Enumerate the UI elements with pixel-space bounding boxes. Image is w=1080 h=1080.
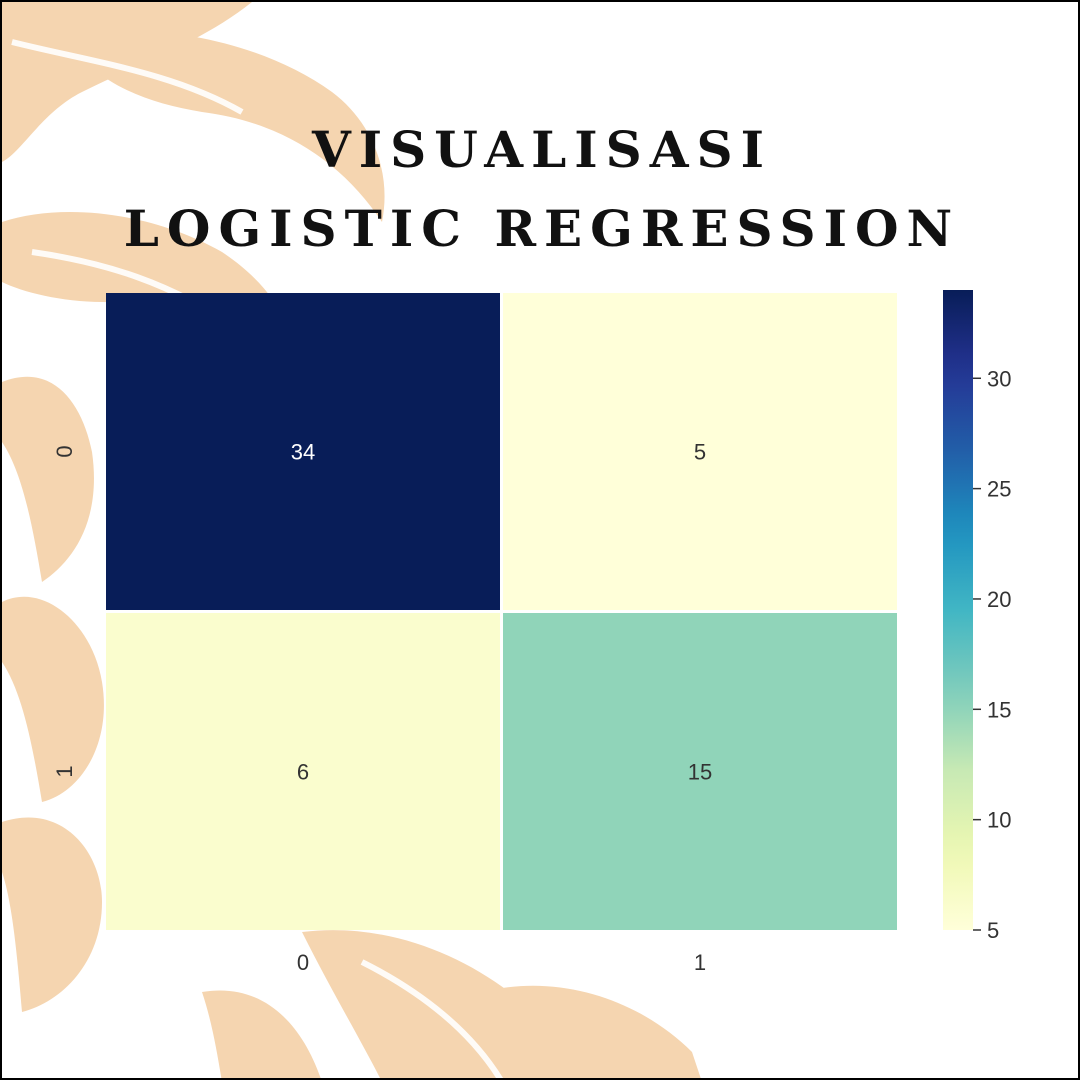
heatmap-cell-0-1 <box>503 293 897 610</box>
cell-value-label-0-0: 34 <box>291 440 315 465</box>
colorbar-tick-label-20: 20 <box>987 587 1011 612</box>
x-tick-label-0: 0 <box>297 950 309 975</box>
colorbar-tick-label-15: 15 <box>987 697 1011 722</box>
y-tick-label-0: 0 <box>52 445 77 457</box>
colorbar <box>943 290 973 930</box>
heatmap-cell-0-0 <box>106 293 500 610</box>
y-tick-label-1: 1 <box>52 765 77 777</box>
cell-value-label-0-1: 5 <box>694 440 706 465</box>
colorbar-tick-label-25: 25 <box>987 477 1011 502</box>
colorbar-tick-label-5: 5 <box>987 918 999 943</box>
cell-value-label-1-1: 15 <box>688 760 712 785</box>
colorbar-tick-label-30: 30 <box>987 366 1011 391</box>
colorbar-tick-label-10: 10 <box>987 808 1011 833</box>
page-title-line-2: LOGISTIC REGRESSION <box>123 199 961 258</box>
cell-value-label-1-0: 6 <box>297 760 309 785</box>
heatmap-cell-1-0 <box>106 613 500 930</box>
heatmap-cell-1-1 <box>503 613 897 930</box>
x-tick-label-1: 1 <box>694 950 706 975</box>
page-title-line-1: VISUALISASI <box>311 120 773 179</box>
